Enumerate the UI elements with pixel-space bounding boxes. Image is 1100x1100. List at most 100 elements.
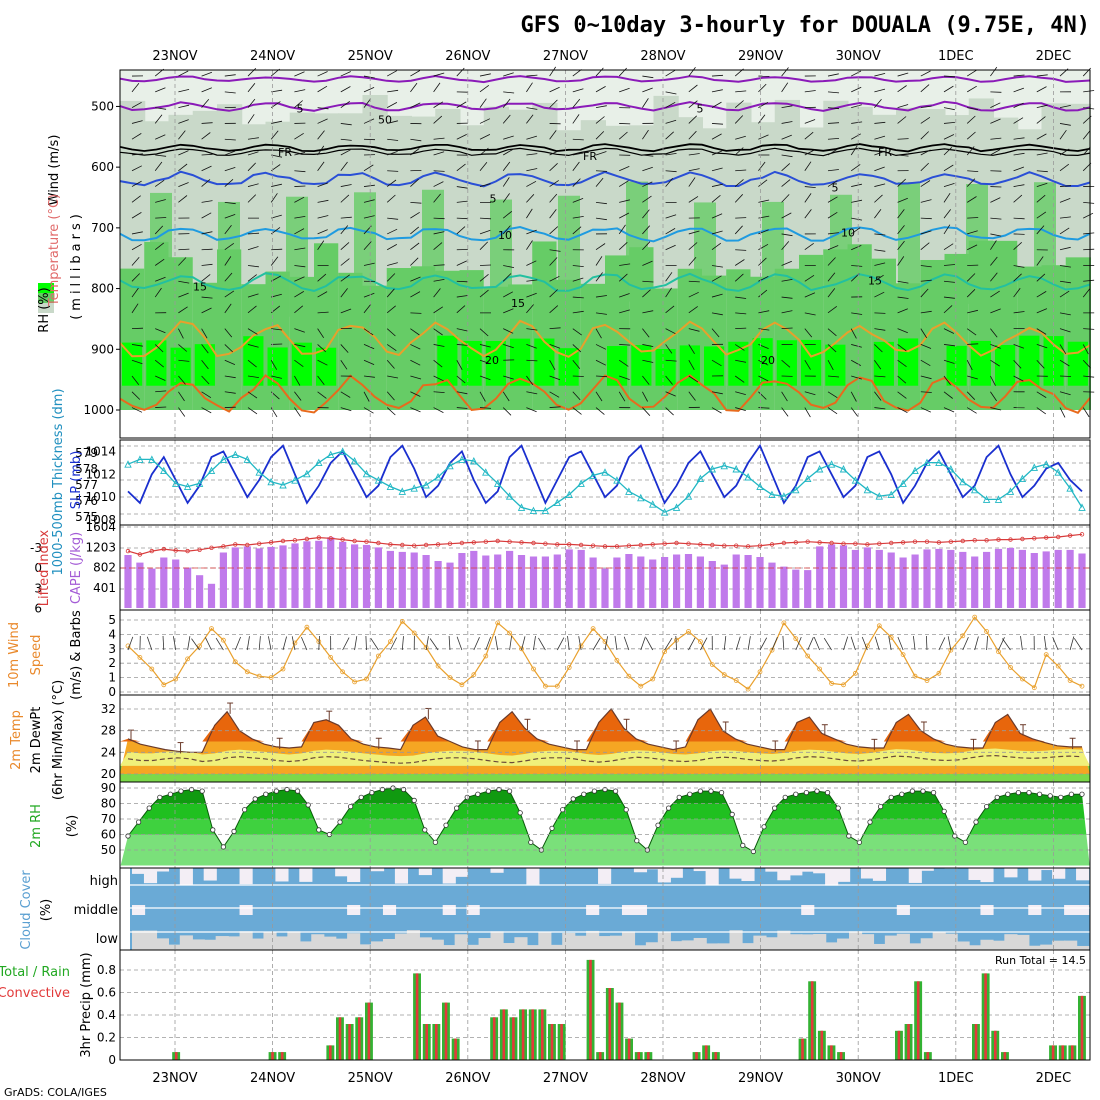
wind-barb xyxy=(642,98,649,108)
wind-barb xyxy=(363,303,372,314)
wind-barb xyxy=(1013,166,1025,172)
rh-convective-tower xyxy=(830,194,852,315)
lifted-index-point xyxy=(793,540,798,545)
cloud-low xyxy=(526,945,540,950)
wind-speed-point xyxy=(972,614,978,620)
lifted-index-point xyxy=(1055,534,1061,540)
wind-barb xyxy=(874,166,885,172)
thickness-point xyxy=(553,498,562,507)
wind-barb-10m xyxy=(645,637,654,651)
wind-barb xyxy=(851,217,863,221)
cape-bar xyxy=(1042,551,1050,608)
wind-barb xyxy=(433,231,445,235)
wind-speed-point xyxy=(268,675,274,680)
rh-convective-tower xyxy=(694,202,716,323)
wind-barb xyxy=(758,289,768,298)
contour-label: 5 xyxy=(697,103,704,116)
wind-barb xyxy=(874,135,886,140)
wind-barb xyxy=(294,344,306,348)
wind-barb xyxy=(526,107,538,110)
wind-barb xyxy=(271,375,282,379)
wind-barb xyxy=(920,70,931,77)
rh-point xyxy=(877,803,884,810)
wind-barb xyxy=(897,154,909,157)
wind-barb xyxy=(1059,312,1071,316)
wind-barb xyxy=(734,115,744,124)
cape-bar xyxy=(327,537,335,608)
wind-ylabel-c: (m/s) & Barbs xyxy=(69,610,84,700)
wind-barb xyxy=(967,107,979,110)
wind-barb xyxy=(874,98,882,108)
lifted-index-point xyxy=(161,546,166,552)
cloud-high xyxy=(980,868,994,883)
wind-barb xyxy=(595,328,602,339)
lifted-index-point xyxy=(626,543,632,548)
wind-barb xyxy=(990,272,998,282)
wind-barb xyxy=(665,305,675,314)
cloud-mid xyxy=(1064,905,1078,915)
wind-barb xyxy=(711,183,723,187)
wind-barb xyxy=(781,296,793,299)
wind-barb xyxy=(363,184,375,187)
wind-barb xyxy=(804,360,811,370)
lifted-index-point xyxy=(734,543,739,548)
wind-barb xyxy=(294,132,304,140)
wind-barb xyxy=(781,154,793,158)
cloud-low xyxy=(1064,940,1078,950)
wind-barb xyxy=(735,90,747,93)
precip-ylabel-c: 3hr Precip (mm) xyxy=(79,952,94,1057)
slp-tick-label: 1012 xyxy=(85,467,116,481)
thickness-point xyxy=(148,455,156,463)
cape-bar xyxy=(1078,553,1086,608)
wind-barb-10m xyxy=(947,636,952,651)
wind-barb xyxy=(549,344,561,349)
thickness-tick-label: 576 xyxy=(75,494,98,508)
wind-speed-point xyxy=(375,653,381,659)
rh-band-dark xyxy=(170,347,191,386)
wind-barb xyxy=(340,359,348,370)
thickness-point xyxy=(935,458,943,467)
wind-barb xyxy=(1036,86,1047,93)
wind-barb xyxy=(386,359,395,369)
wind-barb xyxy=(224,256,232,266)
wind-barb xyxy=(271,120,283,124)
precip-convective-bar xyxy=(338,1017,342,1061)
rh-convective-tower xyxy=(558,195,580,316)
lifted-index-point xyxy=(781,540,787,546)
wind-barb-10m xyxy=(861,636,868,651)
wind-barb xyxy=(827,148,838,156)
wind-barb-10m xyxy=(456,636,463,651)
wind-barb xyxy=(920,375,932,380)
rh-point xyxy=(634,838,640,844)
wind-barb xyxy=(665,153,677,156)
cape-bar xyxy=(410,552,418,608)
cloud-low xyxy=(287,931,301,950)
wind-barb xyxy=(526,292,537,298)
precip-convective-bar xyxy=(367,1002,371,1060)
wind-barb xyxy=(781,310,793,314)
top-date-label: 30NOV xyxy=(836,49,881,64)
cloud-low xyxy=(430,939,444,950)
cloud-low xyxy=(167,944,181,950)
wind-barb xyxy=(711,150,723,156)
cloud-high xyxy=(132,868,146,874)
temp-ylabel-b: 2m DewPt xyxy=(29,707,44,774)
top-date-label: 24NOV xyxy=(250,49,295,64)
wind-barb xyxy=(735,312,747,315)
wind-barb xyxy=(1082,67,1091,77)
lifted-index-point xyxy=(710,542,715,548)
wind-barb-10m xyxy=(538,637,546,651)
wind-barb xyxy=(990,217,1002,220)
wind-barb xyxy=(967,343,979,345)
cloud-low xyxy=(263,931,277,950)
wind-barb xyxy=(781,82,789,93)
cloud-low xyxy=(311,934,325,950)
wind-barb xyxy=(131,391,141,400)
wind-barb xyxy=(549,360,556,370)
wind-barb-10m xyxy=(425,636,429,651)
wind-barb xyxy=(201,200,213,203)
wind-barb-10m xyxy=(485,636,492,651)
wind-barb xyxy=(456,375,466,384)
wind-barb xyxy=(758,276,769,282)
cloud-low xyxy=(621,931,636,950)
